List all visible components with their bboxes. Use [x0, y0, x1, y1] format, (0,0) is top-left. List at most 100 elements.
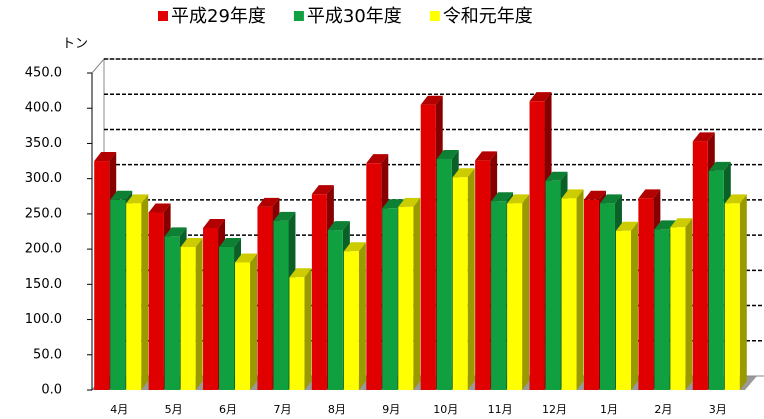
bar-front: [599, 203, 615, 390]
bar-front: [670, 227, 686, 390]
legend-label: 平成30年度: [307, 6, 402, 27]
bar-front: [203, 227, 219, 390]
x-tick-label: 7月: [273, 403, 291, 416]
bar-top: [257, 197, 280, 207]
bar-front: [615, 230, 631, 390]
bar-front: [561, 198, 577, 390]
bar-side: [630, 221, 638, 390]
bar-front: [110, 199, 126, 390]
x-tick-label: 1月: [600, 403, 618, 416]
bar-front: [452, 177, 468, 390]
x-tick-label: 4月: [110, 403, 128, 416]
bar-side: [576, 189, 584, 390]
bar-top: [382, 199, 405, 209]
bar-front: [507, 203, 523, 390]
bar-top: [235, 253, 258, 263]
y-tick-label: 350.0: [25, 136, 62, 151]
bar: [289, 268, 312, 390]
bar-front: [420, 104, 436, 390]
x-tick-label: 3月: [709, 403, 727, 416]
bar-front: [219, 246, 235, 390]
bar-front: [126, 203, 142, 390]
bar-front: [289, 277, 305, 390]
bar-front: [654, 229, 670, 390]
bar-top: [670, 218, 693, 228]
bar-top: [491, 192, 514, 202]
bar-top: [273, 211, 296, 221]
bar-top: [692, 132, 715, 142]
bar-front: [148, 212, 164, 390]
bar-front: [583, 199, 599, 390]
bar-top: [615, 221, 638, 231]
legend-swatch: [429, 11, 440, 21]
y-tick-label: 200.0: [25, 242, 62, 257]
y-tick-label: 150.0: [25, 277, 62, 292]
bar-front: [273, 220, 289, 390]
bar-top: [366, 154, 389, 164]
y-tick-label: 450.0: [25, 66, 62, 81]
bar-front: [382, 208, 398, 390]
bar-front: [235, 262, 251, 390]
x-tick-label: 12月: [542, 403, 567, 416]
bar-front: [708, 170, 724, 390]
bar-top: [164, 227, 187, 237]
bar-side: [195, 237, 203, 390]
bar: [343, 242, 366, 390]
x-tick-label: 9月: [382, 403, 400, 416]
y-tick-label: 100.0: [25, 312, 62, 327]
bar: [724, 194, 747, 390]
bar-top: [475, 151, 498, 161]
bar-top: [180, 237, 203, 247]
bar-top: [343, 242, 366, 252]
bar-side: [304, 268, 312, 390]
bar-top: [327, 221, 350, 231]
bar-side: [739, 194, 747, 390]
bar-front: [366, 163, 382, 390]
bar-top: [398, 197, 421, 207]
bar-front: [545, 180, 561, 390]
bar-top: [436, 149, 459, 159]
bar-top: [420, 95, 443, 105]
bar-front: [180, 246, 196, 390]
bar-top: [452, 168, 475, 178]
y-tick-label: 0.0: [41, 383, 62, 398]
bar-front: [692, 141, 708, 390]
bar: [670, 218, 693, 390]
bar-side: [358, 242, 366, 390]
bar-side: [141, 194, 149, 390]
bar-front: [257, 206, 273, 390]
bar-front: [164, 236, 180, 390]
bar-side: [413, 197, 421, 390]
bar-side: [685, 218, 693, 390]
legend-label: 令和元年度: [443, 6, 533, 27]
legend-label: 平成29年度: [171, 6, 266, 27]
legend-swatch: [158, 11, 168, 21]
y-tick-label: 300.0: [25, 171, 62, 186]
bar-front: [94, 161, 110, 390]
bar-top: [148, 203, 171, 213]
bar-top: [638, 189, 661, 199]
bar: [180, 237, 203, 390]
bar-top: [708, 161, 731, 171]
bar: [126, 194, 149, 390]
bar-front: [724, 203, 740, 390]
y-tick-label: 250.0: [25, 206, 62, 221]
bar-front: [343, 251, 359, 390]
bar-top: [311, 185, 334, 195]
bar-top: [724, 194, 747, 204]
bar-front: [491, 201, 507, 390]
bar: [507, 194, 530, 390]
bar: [235, 253, 258, 390]
x-tick-label: 5月: [165, 403, 183, 416]
bar: [398, 197, 421, 390]
x-tick-label: 8月: [328, 403, 346, 416]
y-tick-label: 400.0: [25, 101, 62, 116]
bar-front: [398, 206, 414, 390]
legend-swatch: [293, 11, 304, 21]
bar-side: [522, 194, 530, 390]
x-tick-label: 10月: [433, 403, 458, 416]
bar-top: [219, 237, 242, 247]
bar-front: [529, 101, 545, 390]
